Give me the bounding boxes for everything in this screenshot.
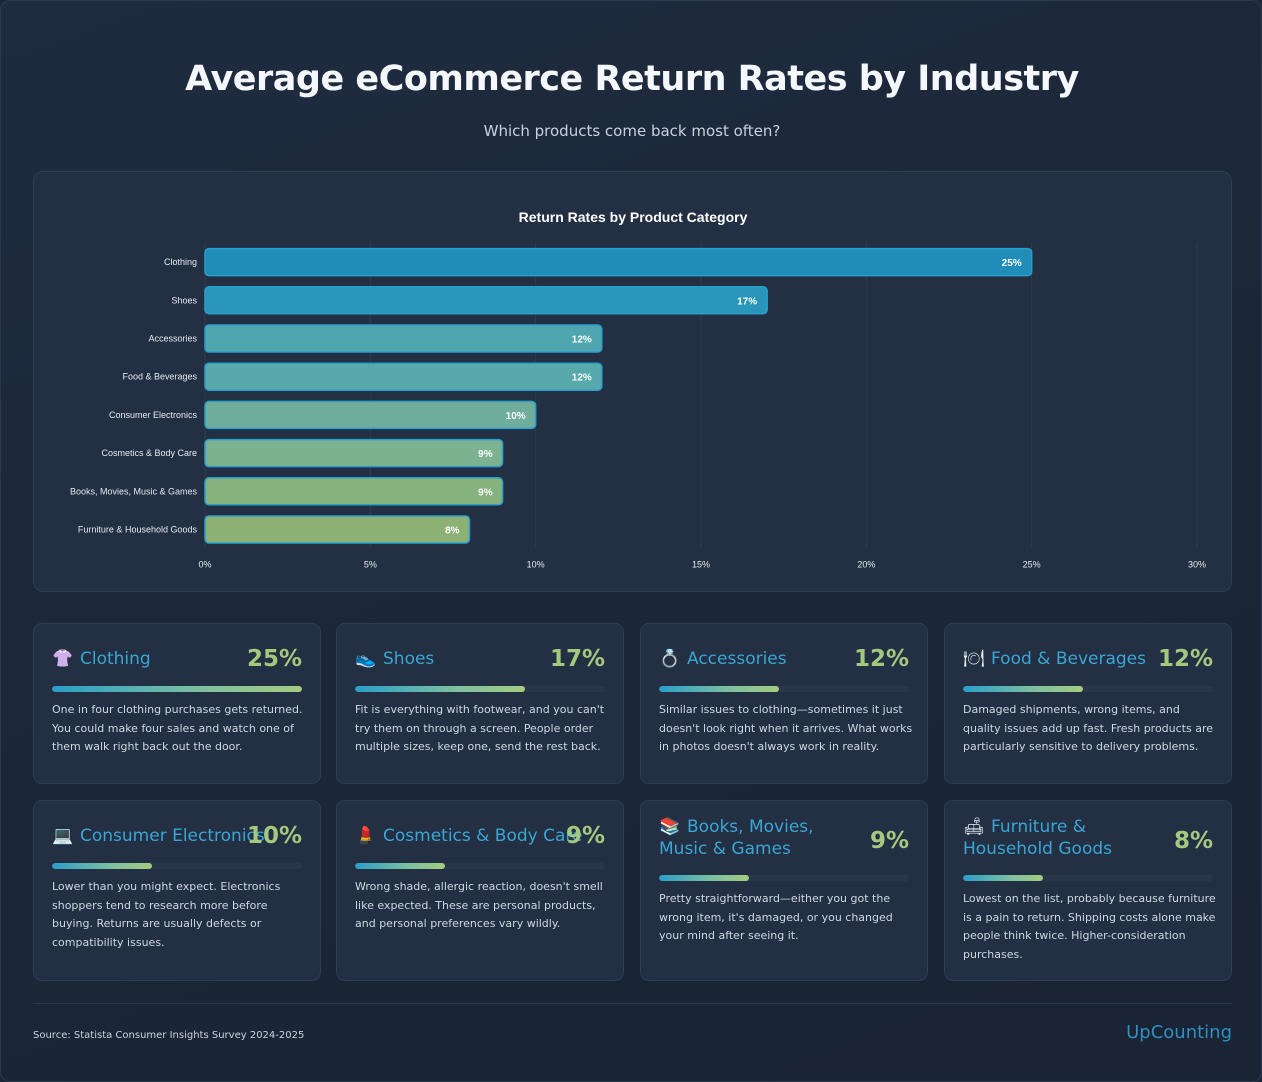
card-accessories: 💍 Accessories 12% Similar issues to clot… — [640, 623, 928, 784]
card-percent: 10% — [246, 823, 302, 849]
card-progress-track — [659, 686, 909, 692]
card-title: Books, Movies, Music & Games — [659, 817, 814, 859]
bar-value-label: 12% — [572, 335, 592, 346]
card-title: Food & Beverages — [991, 649, 1146, 669]
bar — [204, 477, 504, 506]
category-label: Shoes — [171, 295, 197, 305]
source-note: Source: Statista Consumer Insights Surve… — [33, 1030, 305, 1041]
card-title: Consumer Electronics — [80, 826, 265, 846]
category-label: Consumer Electronics — [109, 410, 198, 420]
card-percent: 9% — [565, 823, 605, 849]
bar — [204, 515, 471, 544]
chart-panel: Return Rates by Product Category 0% 5% 10% 1… — [33, 171, 1232, 592]
lipstick-icon: 💄 — [355, 826, 377, 846]
bar-value-label: 17% — [737, 296, 757, 307]
bar-value-label: 9% — [478, 487, 493, 498]
category-label: Cosmetics & Body Care — [101, 448, 197, 458]
card-progress-fill — [52, 686, 302, 692]
card-percent: 17% — [549, 646, 605, 672]
category-label: Food & Beverages — [122, 372, 197, 382]
category-label: Accessories — [148, 334, 197, 344]
bar-value-label: 8% — [445, 526, 460, 537]
card-progress-fill — [963, 875, 1043, 881]
page-title: Average eCommerce Return Rates by Indust… — [185, 59, 1079, 99]
bar-value-label: 12% — [572, 373, 592, 384]
x-tick-label: 0% — [198, 560, 211, 570]
bar-value-label: 10% — [506, 411, 526, 422]
card-description: Fit is everything with footwear, and you… — [355, 703, 605, 753]
card-progress-track — [963, 875, 1213, 881]
brand-logo[interactable]: UpCounting — [1126, 1022, 1232, 1043]
bar — [204, 324, 603, 353]
card-percent: 25% — [246, 646, 302, 672]
card-description: One in four clothing purchases gets retu… — [52, 703, 303, 753]
card-progress-fill — [659, 875, 749, 881]
card-description: Lower than you might expect. Electronics… — [52, 880, 281, 949]
x-tick-label: 30% — [1188, 560, 1206, 570]
bar-value-label: 25% — [1002, 258, 1022, 269]
laptop-icon: 💻 — [52, 826, 74, 846]
card-progress-track — [355, 686, 605, 692]
category-label: Books, Movies, Music & Games — [70, 486, 198, 496]
card-title: Clothing — [80, 649, 151, 669]
card-progress-track — [659, 875, 909, 881]
card-progress-track — [52, 686, 302, 692]
ring-icon: 💍 — [659, 649, 681, 669]
bar — [204, 362, 603, 391]
card-progress-track — [52, 863, 302, 869]
category-label: Clothing — [164, 257, 197, 267]
card-progress-fill — [963, 686, 1083, 692]
page-subtitle: Which products come back most often? — [483, 122, 781, 140]
x-tick-label: 20% — [857, 560, 875, 570]
card-description: Lowest on the list, probably because fur… — [963, 892, 1216, 961]
books-icon: 📚 — [659, 817, 681, 837]
x-tick-label: 15% — [692, 560, 710, 570]
card-shoes: 👟 Shoes 17% Fit is everything with footw… — [336, 623, 624, 784]
card-percent: 12% — [1157, 646, 1213, 672]
card-cosmetics: 💄 Cosmetics & Body Care 9% Wrong shade, … — [336, 800, 624, 981]
card-percent: 8% — [1173, 828, 1213, 854]
card-progress-fill — [355, 686, 525, 692]
card-furniture: 🛋 Furniture & Household Goods 8% Lowest … — [944, 800, 1232, 981]
card-books-movies: 📚 Books, Movies, Music & Games 9% Pretty… — [640, 800, 928, 981]
bar — [204, 286, 768, 315]
card-percent: 12% — [853, 646, 909, 672]
couch-icon: 🛋 — [963, 817, 985, 837]
footer-divider — [33, 1003, 1232, 1004]
bar-chart: Return Rates by Product Category 0% 5% 10% 1… — [70, 209, 1206, 570]
card-progress-track — [355, 863, 605, 869]
card-food-beverages: 🍽 Food & Beverages 12% Damaged shipments… — [944, 623, 1232, 784]
card-progress-fill — [659, 686, 779, 692]
bar — [204, 400, 537, 430]
bar-value-label: 9% — [478, 449, 493, 460]
plate-icon: 🍽 — [963, 649, 985, 669]
clothing-icon: 👚 — [52, 649, 74, 669]
card-progress-fill — [355, 863, 445, 869]
card-percent: 9% — [869, 828, 909, 854]
shoe-icon: 👟 — [355, 649, 377, 669]
card-description: Wrong shade, allergic reaction, doesn't … — [355, 880, 603, 930]
bar — [204, 247, 1033, 277]
card-title: Accessories — [687, 649, 787, 669]
category-cards: 👚 Clothing 25% One in four clothing purc… — [33, 623, 1232, 981]
card-description: Pretty straightforward—either you got th… — [659, 892, 893, 942]
card-progress-track — [963, 686, 1213, 692]
card-consumer-electronics: 💻 Consumer Electronics 10% Lower than yo… — [33, 800, 321, 981]
card-progress-fill — [52, 863, 152, 869]
card-title: Shoes — [383, 649, 435, 669]
chart-title: Return Rates by Product Category — [519, 209, 748, 225]
x-tick-label: 25% — [1023, 560, 1041, 570]
card-description: Damaged shipments, wrong items, and qual… — [963, 703, 1214, 753]
x-tick-label: 10% — [527, 560, 545, 570]
x-tick-label: 5% — [364, 560, 377, 570]
card-title: Furniture & Household Goods — [963, 817, 1112, 859]
card-clothing: 👚 Clothing 25% One in four clothing purc… — [33, 623, 321, 784]
card-title: Cosmetics & Body Care — [383, 826, 583, 846]
card-description: Similar issues to clothing—sometimes it … — [659, 703, 913, 753]
bar — [204, 438, 504, 468]
category-label: Furniture & Household Goods — [78, 525, 198, 535]
